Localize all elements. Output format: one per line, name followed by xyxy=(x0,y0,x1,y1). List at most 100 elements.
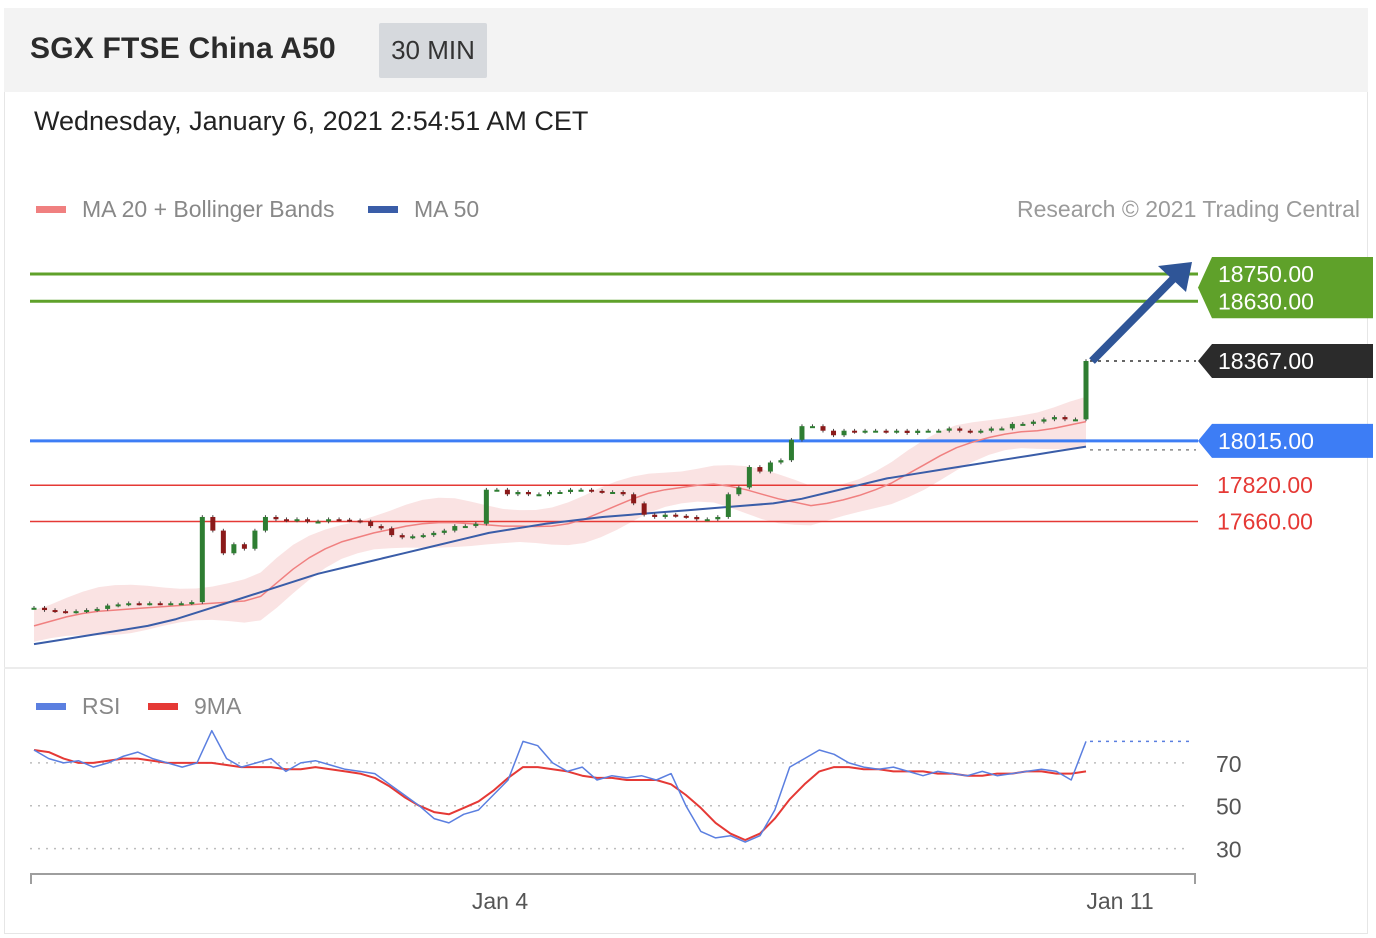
candle-body xyxy=(63,611,69,614)
candle-body xyxy=(84,610,90,613)
research-credit: Research © 2021 Trading Central xyxy=(1017,196,1360,222)
level-label-17820.00: 17820.00 xyxy=(1217,472,1313,498)
candle-body xyxy=(831,430,837,436)
level-tag-18015.00 xyxy=(1198,423,1373,458)
legend-rsi: RSI xyxy=(36,693,120,720)
candle-body xyxy=(652,514,658,517)
candle-body xyxy=(862,430,868,433)
level-label-18630.00: 18630.00 xyxy=(1218,288,1314,314)
candle-body xyxy=(431,532,437,536)
candle-body xyxy=(1009,423,1015,429)
candle-body xyxy=(147,603,153,606)
x-tick-label: Jan 4 xyxy=(472,888,528,914)
legend-9ma: 9MA xyxy=(148,693,241,720)
candle-body xyxy=(536,494,542,497)
candle-body xyxy=(94,608,100,611)
candle-body xyxy=(168,603,174,606)
candle-body xyxy=(631,494,637,504)
candle-body xyxy=(757,467,763,472)
level-label-18367.00: 18367.00 xyxy=(1218,348,1314,374)
candle-body xyxy=(620,492,626,495)
candle-body xyxy=(136,603,142,606)
candle-body xyxy=(683,515,689,518)
target-arrow-head xyxy=(1158,262,1192,292)
candle-body xyxy=(799,426,805,440)
candle-body xyxy=(915,430,921,433)
candle-body xyxy=(673,514,679,517)
ma50-line xyxy=(33,445,1087,646)
candle-body xyxy=(483,489,489,524)
candle-body xyxy=(1051,417,1057,420)
candle-body xyxy=(262,516,268,531)
candle-body xyxy=(715,516,721,520)
level-label-18015.00: 18015.00 xyxy=(1218,428,1314,454)
timeframe-button[interactable]: 30 MIN xyxy=(379,23,487,78)
candle-body xyxy=(347,519,353,522)
level-tag-18367.00 xyxy=(1198,344,1373,379)
legend-ma50-swatch xyxy=(368,206,398,213)
target-tag xyxy=(1198,257,1373,319)
candle-body xyxy=(978,430,984,433)
candle-body xyxy=(115,604,121,607)
candle-body xyxy=(368,521,374,527)
candle-body xyxy=(210,516,216,531)
candle-body xyxy=(504,489,510,495)
candle-body xyxy=(904,430,910,433)
candle-body xyxy=(778,460,784,463)
candle-body xyxy=(599,490,605,493)
candle-body xyxy=(126,603,132,606)
candle-body xyxy=(967,430,973,433)
candle-body xyxy=(326,519,332,522)
candle-body xyxy=(568,489,574,492)
candle-body xyxy=(988,428,994,431)
legend-ma20: MA 20 + Bollinger Bands xyxy=(36,196,335,223)
candle-body xyxy=(441,530,447,533)
candle-body xyxy=(220,530,226,554)
candle-body xyxy=(662,514,668,517)
ma20-line xyxy=(33,420,1087,627)
candle-body xyxy=(389,528,395,536)
legend-9ma-label: 9MA xyxy=(194,693,242,719)
candle-body xyxy=(820,426,826,431)
x-tick-label: Jan 11 xyxy=(1086,888,1153,914)
candle-body xyxy=(494,489,500,492)
candle-body xyxy=(894,430,900,433)
candle-body xyxy=(873,430,879,433)
candle-body xyxy=(852,430,858,433)
candle-body xyxy=(241,544,247,549)
candle-body xyxy=(73,611,79,614)
candle-body xyxy=(641,503,647,515)
candle-body xyxy=(378,526,384,529)
candle-body xyxy=(1072,419,1078,422)
candle-body xyxy=(725,494,731,517)
level-label-18750.00: 18750.00 xyxy=(1218,261,1314,287)
candle-body xyxy=(473,523,479,527)
candle-body xyxy=(610,492,616,494)
candle-body xyxy=(883,430,889,433)
candle-body xyxy=(420,535,426,538)
candle-body xyxy=(189,602,195,605)
candle-body xyxy=(294,519,300,522)
candle-body xyxy=(925,430,931,433)
candle-body xyxy=(1030,421,1036,424)
panel-divider xyxy=(4,667,1368,669)
candle-body xyxy=(410,536,416,539)
legend-rsi-label: RSI xyxy=(82,693,121,719)
candle-body xyxy=(1041,419,1047,422)
level-label-17660.00: 17660.00 xyxy=(1217,509,1313,535)
candle-body xyxy=(273,516,279,520)
candle-body xyxy=(589,489,595,492)
candle-body xyxy=(315,521,321,524)
candle-body xyxy=(767,462,773,472)
legend-ma20-label: MA 20 + Bollinger Bands xyxy=(82,196,335,222)
legend-ma20-swatch xyxy=(36,206,66,213)
candle-body xyxy=(42,607,48,611)
candle-body xyxy=(231,544,237,554)
instrument-title: SGX FTSE China A50 xyxy=(30,32,336,65)
candle-body xyxy=(578,489,584,492)
candle-body xyxy=(336,519,342,522)
candle-body xyxy=(746,467,752,488)
candle-body xyxy=(957,428,963,431)
candle-body xyxy=(1083,361,1089,420)
